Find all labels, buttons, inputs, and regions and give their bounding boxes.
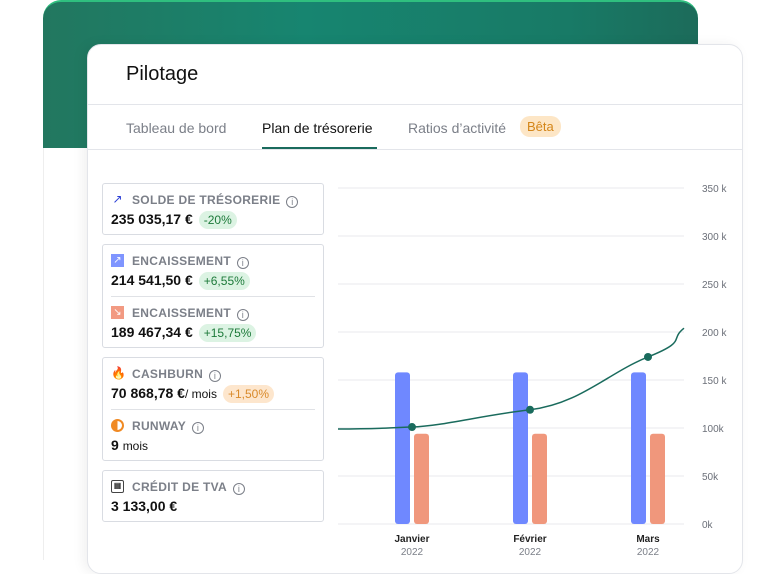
kpi-label: SOLDE DE TRÉSORERIE bbox=[132, 193, 281, 207]
line-point bbox=[644, 352, 652, 361]
bar bbox=[631, 372, 646, 524]
kpi-label: ENCAISSEMENT bbox=[132, 254, 231, 268]
arrow-up-right-icon: ↗ bbox=[111, 254, 124, 267]
y-tick-label: 300 k bbox=[702, 232, 727, 243]
info-icon[interactable]: i bbox=[192, 422, 205, 434]
x-tick-sublabel: 2022 bbox=[519, 547, 542, 558]
y-tick-label: 200 k bbox=[702, 328, 727, 339]
tab-plan-de-tresorerie[interactable]: Plan de trésorerie bbox=[262, 120, 373, 136]
y-tick-label: 0k bbox=[702, 520, 714, 531]
divider bbox=[111, 409, 315, 410]
line-point bbox=[408, 423, 416, 432]
x-tick-label: Janvier bbox=[394, 534, 429, 545]
beta-badge: Bêta bbox=[520, 116, 561, 137]
x-tick-label: Mars bbox=[636, 534, 660, 545]
flame-icon: 🔥 bbox=[111, 366, 126, 380]
active-tab-indicator bbox=[262, 147, 377, 149]
page-title: Pilotage bbox=[126, 63, 199, 85]
kpi-value: 70 868,78 € bbox=[111, 385, 185, 401]
kpi-tva: ▦ CRÉDIT DE TVA i 3 133,00 € bbox=[102, 470, 324, 522]
divider bbox=[111, 296, 315, 297]
bar bbox=[513, 372, 528, 524]
treasury-chart: 0k 50k 100k 150 k 200 k 250 k 300 k 350 k Janvie… bbox=[337, 184, 727, 558]
delta-badge: +6,55% bbox=[198, 272, 250, 290]
x-tick-sublabel: 2022 bbox=[401, 547, 424, 558]
divider bbox=[88, 104, 742, 105]
kpi-label: CRÉDIT DE TVA bbox=[132, 480, 228, 494]
y-tick-label: 50k bbox=[702, 472, 719, 483]
divider bbox=[88, 149, 742, 150]
tab-ratios-activite[interactable]: Ratios d’activité bbox=[408, 120, 507, 136]
line-point bbox=[526, 405, 534, 414]
bar bbox=[414, 433, 429, 524]
clock-icon bbox=[111, 419, 124, 432]
kpi-value: 9 bbox=[111, 437, 119, 453]
delta-badge: +15,75% bbox=[198, 324, 257, 342]
y-tick-label: 350 k bbox=[702, 184, 727, 195]
delta-badge: -20% bbox=[198, 211, 237, 229]
kpi-unit: mois bbox=[122, 439, 149, 453]
x-tick-sublabel: 2022 bbox=[637, 547, 660, 558]
y-tick-label: 250 k bbox=[702, 280, 727, 291]
kpi-value: 3 133,00 € bbox=[111, 498, 178, 514]
kpi-value: 189 467,34 € bbox=[111, 324, 193, 340]
info-icon[interactable]: i bbox=[209, 370, 222, 382]
bar bbox=[532, 433, 547, 524]
delta-badge: +1,50% bbox=[222, 385, 275, 403]
kpi-value: 214 541,50 € bbox=[111, 272, 193, 288]
tab-tableau-de-bord[interactable]: Tableau de bord bbox=[126, 120, 227, 136]
calculator-icon: ▦ bbox=[111, 480, 124, 493]
kpi-label: ENCAISSEMENT bbox=[132, 306, 231, 320]
info-icon[interactable]: i bbox=[286, 196, 299, 208]
info-icon[interactable]: i bbox=[233, 483, 246, 495]
kpi-label: CASHBURN bbox=[132, 367, 204, 381]
info-icon[interactable]: i bbox=[236, 257, 249, 269]
x-tick-label: Février bbox=[513, 534, 546, 545]
background-panel bbox=[43, 148, 93, 560]
y-tick-label: 150 k bbox=[702, 376, 727, 387]
bar bbox=[395, 372, 410, 524]
kpi-value: 235 035,17 € bbox=[111, 211, 193, 227]
kpi-solde: ↗ SOLDE DE TRÉSORERIE i 235 035,17 € -20% bbox=[102, 183, 324, 235]
kpi-cashburn-runway: 🔥 CASHBURN i 70 868,78 €/ mois +1,50% RUNW… bbox=[102, 357, 324, 461]
kpi-encaissements: ↗ ENCAISSEMENT i 214 541,50 € +6,55% ↘ ENC… bbox=[102, 244, 324, 348]
kpi-label: RUNWAY bbox=[132, 419, 187, 433]
y-tick-label: 100k bbox=[702, 424, 725, 435]
info-icon[interactable]: i bbox=[236, 309, 249, 321]
trend-up-icon: ↗ bbox=[112, 192, 123, 206]
bar bbox=[650, 433, 665, 524]
kpi-unit: / mois bbox=[184, 387, 217, 401]
arrow-down-right-icon: ↘ bbox=[111, 306, 124, 319]
